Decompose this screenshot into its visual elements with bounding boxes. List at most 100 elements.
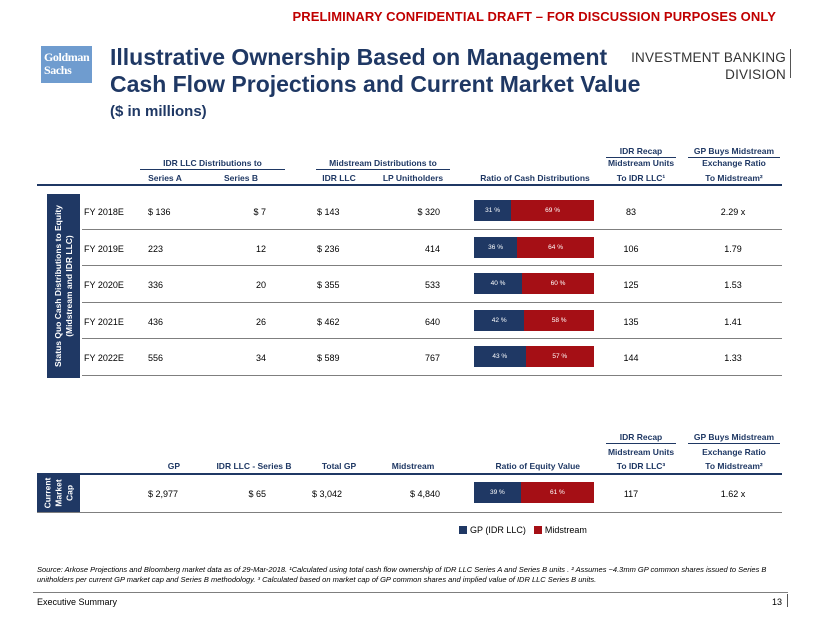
t1-row-ratio: 1.53	[724, 280, 742, 290]
t1-group-mid-underline	[316, 169, 450, 170]
t2-ratio-value: 1.62 x	[720, 489, 746, 499]
footer-rule	[33, 592, 788, 593]
t1-row-ratio-ms-label: 57 %	[552, 353, 568, 360]
t1-header-rule	[37, 184, 782, 186]
t1-row-ratio-gp-label: 42 %	[491, 316, 507, 324]
t2-gp-buys-header: GP Buys Midstream	[693, 432, 775, 442]
t2-ratio-gp-segment: 39 %	[474, 482, 521, 503]
division-label: INVESTMENT BANKING DIVISION	[620, 49, 786, 83]
t1-row-ratio-gp-segment: 40 %	[474, 273, 522, 294]
t2-gp-buys-sub: Exchange Ratio	[702, 447, 766, 457]
legend-gp-label: GP (IDR LLC)	[470, 525, 526, 535]
t2-gp-buys-underline	[688, 443, 780, 444]
t1-row-idr-llc: $ 143	[317, 207, 340, 217]
t1-row-ratio-bar: 42 % 58 %	[474, 309, 594, 331]
t2-ratio-bar: 39 % 61 %	[474, 482, 594, 503]
t1-gp-buys-header: GP Buys Midstream	[693, 146, 775, 156]
t1-row-ratio-gp-segment: 43 %	[474, 346, 526, 367]
t1-row-lp: 640	[424, 316, 440, 327]
division-line-1: INVESTMENT BANKING	[631, 50, 786, 65]
t1-row-divider	[82, 228, 782, 230]
t1-row-ratio-ms-label: 58 %	[551, 316, 567, 324]
t1-side-line-1: Status Quo Cash Distributions to Equity	[52, 205, 63, 367]
t1-row-divider	[82, 265, 782, 266]
t1-row-ratio-gp-label: 43 %	[492, 353, 508, 360]
t1-group-idr-underline	[140, 169, 285, 170]
t1-group-idr: IDR LLC Distributions to	[163, 158, 262, 168]
t1-row-units: 106	[623, 243, 639, 254]
t1-row-idr-llc: $ 355	[317, 280, 340, 290]
t1-row-ratio-bar: 36 % 64 %	[474, 236, 594, 258]
t1-row-series-a: $ 136	[148, 207, 171, 217]
page-title: Illustrative Ownership Based on Manageme…	[110, 44, 640, 98]
t1-row-lp: 767	[424, 353, 440, 363]
t1-row-series-a: 336	[148, 280, 164, 290]
t1-row-ratio-ms-segment: 60 %	[522, 273, 594, 294]
division-divider	[790, 49, 791, 78]
t2-units-value: 117	[623, 489, 639, 499]
legend-midstream-label: Midstream	[544, 525, 587, 535]
t1-row-lp: $ 320	[417, 207, 440, 217]
t1-row-ratio-ms-label: 60 %	[550, 280, 566, 287]
t1-idr-recap-sub: Midstream Units	[607, 158, 675, 168]
legend-midstream-swatch	[533, 526, 542, 534]
t2-side-label: Current Market Cap	[37, 474, 80, 512]
t1-row-year: FY 2019E	[84, 243, 124, 254]
logo-line-2: Sachs	[44, 63, 72, 77]
t2-col-ratio: Ratio of Equity Value	[495, 461, 580, 471]
t2-idr-recap-underline	[606, 443, 676, 444]
t2-midstream-value: $ 4,840	[409, 489, 440, 499]
title-line-2: Cash Flow Projections and Current Market…	[110, 71, 641, 97]
legend-gp-swatch	[459, 526, 467, 534]
t2-ratio-gp-label: 39 %	[489, 489, 505, 496]
t1-col-idr-llc: IDR LLC	[322, 173, 356, 183]
t2-col-total-gp: Total GP	[321, 461, 357, 471]
t1-col-series-b: Series B	[223, 173, 259, 183]
t1-row-ratio-gp-segment: 31 %	[474, 200, 512, 221]
t1-row-ratio-bar: 43 % 57 %	[474, 346, 594, 367]
t1-row-ratio-ms-label: 69 %	[545, 207, 560, 214]
t1-row-ratio-gp-label: 36 %	[488, 243, 503, 251]
t1-row-ratio-gp-label: 40 %	[490, 280, 506, 287]
t2-col-idr-b: IDR LLC - Series B	[216, 461, 292, 471]
logo-line-1: Goldman	[44, 50, 90, 64]
t1-col-to-idr: To IDR LLC¹	[616, 173, 666, 183]
t2-idr-recap-sub: Midstream Units	[607, 447, 675, 457]
t1-row-year: FY 2018E	[84, 207, 124, 217]
t1-row-divider	[82, 338, 782, 339]
t1-row-lp: 533	[424, 280, 440, 290]
t1-row-idr-llc: $ 462	[317, 316, 340, 327]
t1-side-line-2: (Midstream and IDR LLC)	[63, 235, 74, 337]
footer-section: Executive Summary	[37, 597, 118, 607]
t1-row-ratio: 1.79	[724, 243, 742, 254]
t2-side-line-2: Market	[53, 479, 63, 507]
t2-side-line-3: Cap	[64, 484, 74, 502]
t1-row-divider	[82, 374, 782, 376]
t1-row-units: 83	[625, 207, 636, 217]
t1-idr-recap-underline	[606, 157, 676, 158]
t1-row-series-a: 223	[148, 243, 164, 254]
t1-row-series-b: 20	[255, 280, 266, 290]
t1-row-ratio-bar: 31 % 69 %	[474, 200, 594, 221]
t2-idr-b-value: $ 65	[248, 489, 266, 499]
t1-row-series-b: $ 7	[253, 207, 266, 217]
t1-row-series-a: 436	[148, 316, 164, 327]
t1-row-ratio: 1.33	[724, 353, 742, 363]
confidential-banner: PRELIMINARY CONFIDENTIAL DRAFT – FOR DIS…	[292, 9, 776, 24]
t1-row-series-b: 12	[255, 243, 266, 254]
t1-row-ratio-ms-segment: 58 %	[524, 309, 594, 331]
t2-ratio-ms-segment: 61 %	[520, 482, 594, 503]
t1-row-units: 144	[623, 353, 639, 363]
t1-col-series-a: Series A	[148, 173, 182, 183]
t1-col-ratio: Ratio of Cash Distributions	[480, 173, 590, 183]
t1-row-lp: 414	[424, 243, 440, 254]
chart-legend: GP (IDR LLC) Midstream	[459, 525, 587, 535]
t1-row-ratio-gp-label: 31 %	[485, 207, 500, 214]
t1-row-ratio-ms-label: 64 %	[548, 243, 563, 251]
t1-row-year: FY 2021E	[84, 316, 124, 327]
t2-bottom-rule	[37, 512, 782, 513]
t1-row-series-a: 556	[148, 353, 164, 363]
t2-col-to-mid: To Midstream²	[705, 461, 763, 471]
t1-row-ratio: 1.41	[724, 316, 742, 327]
t1-side-label: Status Quo Cash Distributions to Equity(…	[47, 194, 80, 378]
